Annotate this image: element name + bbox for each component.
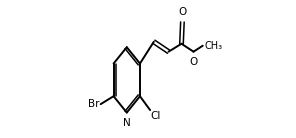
Text: O: O <box>178 6 186 17</box>
Text: O: O <box>189 57 198 67</box>
Text: CH₃: CH₃ <box>204 41 222 51</box>
Text: Cl: Cl <box>151 112 161 121</box>
Text: N: N <box>123 118 131 128</box>
Text: Br: Br <box>89 99 100 109</box>
